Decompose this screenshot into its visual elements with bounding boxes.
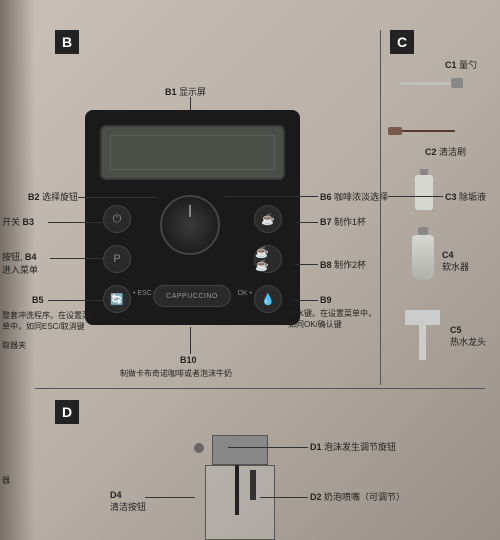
display-screen	[100, 125, 285, 180]
power-button: ⏻	[103, 205, 131, 233]
label-b5-desc: 整套冲洗程序。在设置菜单中，如同ESC/取消键	[2, 310, 97, 332]
label-d1: D1 泡沫发生调节旋钮	[310, 440, 396, 453]
hotwater-button: 💧	[254, 285, 282, 313]
label-c5: C5热水龙头	[450, 325, 495, 348]
label-b7: B7 制作1杯	[320, 215, 366, 228]
label-b9-desc: 热水键。在设置菜单中，如同OK/确认键	[288, 308, 383, 330]
label-b10-desc: 制做卡布奇诺咖啡或者泡沫牛奶	[120, 368, 232, 379]
label-c2: C2 清洁刷	[425, 145, 466, 158]
section-b-badge: B	[55, 30, 79, 54]
cutoff-left: 取器夹	[2, 340, 26, 351]
brush-icon	[400, 130, 455, 132]
label-c4: C4软水器	[442, 250, 487, 273]
label-b10: B10	[180, 355, 197, 365]
softener-icon	[412, 235, 434, 280]
section-d-badge: D	[55, 400, 79, 424]
descaler-icon	[415, 175, 433, 210]
rinse-button: 🔄	[103, 285, 131, 313]
section-c-badge: C	[390, 30, 414, 54]
label-d4: D4清洁按钮	[110, 490, 170, 513]
label-c1: C1 量勺	[445, 58, 477, 71]
selector-knob	[160, 195, 220, 255]
esc-label: • ESC	[133, 290, 152, 297]
label-b5: B5	[32, 295, 44, 305]
label-b4: 按钮, B4进入菜单	[2, 250, 50, 276]
label-c3: C3 除垢液	[445, 190, 486, 203]
cappuccino-button: CAPPUCCINO	[153, 285, 231, 307]
p-button: P	[103, 245, 131, 273]
frother	[200, 435, 280, 540]
label-d2: D2 奶泡喷嘴（可调节）	[310, 490, 405, 503]
one-cup-button: ☕	[254, 205, 282, 233]
label-b3: 开关 B3	[2, 215, 34, 228]
cutoff-left-2: 器	[2, 475, 10, 486]
control-panel: ⏻ P 🔄 ☕ ☕☕ 💧 CAPPUCCINO • ESC OK •	[85, 110, 300, 325]
label-b9: B9	[320, 295, 332, 305]
scoop-icon	[400, 82, 455, 85]
label-b1: B1 显示屏	[165, 85, 206, 98]
label-b8: B8 制作2杯	[320, 258, 366, 271]
ok-label: OK •	[237, 290, 252, 297]
two-cup-button: ☕☕	[254, 245, 282, 273]
label-b6: B6 咖啡浓淡选择	[320, 190, 388, 203]
label-b2: B2 选择旋钮	[28, 190, 78, 203]
tap-icon	[405, 310, 440, 360]
